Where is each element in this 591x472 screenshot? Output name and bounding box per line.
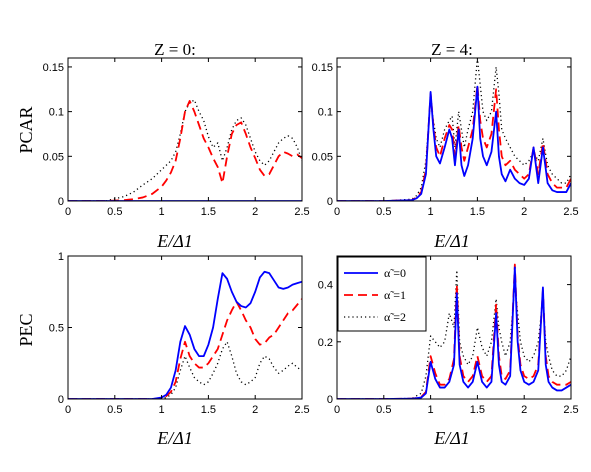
x-tick-label: 0.5 xyxy=(376,206,391,218)
y-tick-label: 0.5 xyxy=(49,323,64,335)
panel-z0-pcar: Z = 0: 0 0.5 1 1.5 2 2.5 0 0.05 0.1 0.15 E/Δ1 PCA… xyxy=(16,40,310,251)
panel-z4-pec: 0 0.5 1 1.5 2 2.5 0 0.2 0.4 E/Δ1 α̃ =0 α̃ =1 α̃ =2 xyxy=(318,255,579,448)
series-line-0 xyxy=(337,85,571,201)
panel-z0-pec: 0 0.5 1 1.5 2 2.5 0 0.5 1 E/Δ1 PEC xyxy=(16,251,310,448)
y-tick-label: 0 xyxy=(327,394,333,406)
x-tick-label: 1 xyxy=(428,404,434,416)
x-tick-label: 1.5 xyxy=(470,404,485,416)
x-tick-label: 2 xyxy=(521,404,527,416)
series-line-1 xyxy=(68,100,302,201)
panel-title: Z = 0: xyxy=(154,40,196,59)
y-tick-label: 0.1 xyxy=(318,107,333,119)
x-tick-label: 2.5 xyxy=(563,206,578,218)
x-tick-label: 1 xyxy=(428,206,434,218)
y-tick-label: 0.15 xyxy=(43,62,64,74)
legend-label-2: α̃ =2 xyxy=(384,310,406,324)
x-tick-label: 0 xyxy=(65,206,71,218)
x-tick-label: 1.5 xyxy=(201,206,216,218)
x-tick-label: 2 xyxy=(252,206,258,218)
x-tick-label: 2.5 xyxy=(294,206,309,218)
x-tick-label: 0.5 xyxy=(107,206,122,218)
plot-area: 0 0.5 1 1.5 2 2.5 0 0.5 1 xyxy=(49,251,310,416)
y-tick-label: 0.1 xyxy=(49,107,64,119)
y-tick-label: 0 xyxy=(327,196,333,208)
x-tick-label: 1.5 xyxy=(201,404,216,416)
panel-title: Z = 4: xyxy=(431,40,473,59)
legend-label-1: α̃ =1 xyxy=(384,288,406,302)
x-tick-label: 1 xyxy=(159,206,165,218)
x-axis-label: E/Δ1 xyxy=(433,428,470,448)
legend: α̃ =0 α̃ =1 α̃ =2 xyxy=(337,256,427,332)
y-tick-label: 0.2 xyxy=(318,337,333,349)
x-axis-label: E/Δ1 xyxy=(156,428,193,448)
legend-box xyxy=(337,256,427,332)
x-tick-label: 2.5 xyxy=(294,404,309,416)
series-line-0 xyxy=(68,270,302,399)
plot-area: 0 0.5 1 1.5 2 2.5 0 0.05 0.1 0.15 xyxy=(43,57,310,218)
y-axis-label: PCAR xyxy=(16,106,36,153)
x-tick-label: 0 xyxy=(334,206,340,218)
y-axis-label: PEC xyxy=(16,313,36,346)
y-tick-label: 1 xyxy=(58,251,64,263)
y-tick-label: 0.05 xyxy=(312,151,333,163)
x-axis-label: E/Δ1 xyxy=(156,231,193,251)
x-tick-label: 2 xyxy=(521,206,527,218)
x-tick-label: 2 xyxy=(252,404,258,416)
panel-z4-pcar: Z = 4: 0 0.5 1 1.5 2 2.5 0 0.05 0.1 0.15 E/Δ1 xyxy=(312,40,579,251)
y-tick-label: 0 xyxy=(58,394,64,406)
plot-frame xyxy=(67,57,303,202)
x-tick-label: 0.5 xyxy=(107,404,122,416)
x-tick-label: 0 xyxy=(334,404,340,416)
y-tick-label: 0.4 xyxy=(318,280,333,292)
x-axis-label: E/Δ1 xyxy=(433,231,470,251)
x-tick-label: 2.5 xyxy=(563,404,578,416)
x-tick-label: 1 xyxy=(159,404,165,416)
y-tick-label: 0 xyxy=(58,196,64,208)
legend-label-0: α̃ =0 xyxy=(384,266,406,280)
x-tick-label: 0.5 xyxy=(376,404,391,416)
plot-area: 0 0.5 1 1.5 2 2.5 0 0.05 0.1 0.15 xyxy=(312,57,579,218)
plot-area: 0 0.5 1 1.5 2 2.5 0 0.2 0.4 xyxy=(318,255,579,416)
x-tick-label: 1.5 xyxy=(470,206,485,218)
plot-frame xyxy=(336,255,572,400)
series-line-1 xyxy=(68,298,302,399)
y-tick-label: 0.15 xyxy=(312,62,333,74)
y-tick-label: 0.05 xyxy=(43,151,64,163)
x-tick-label: 0 xyxy=(65,404,71,416)
plot-frame xyxy=(336,57,572,202)
series-line-0 xyxy=(337,266,571,399)
series-line-2 xyxy=(68,341,302,399)
